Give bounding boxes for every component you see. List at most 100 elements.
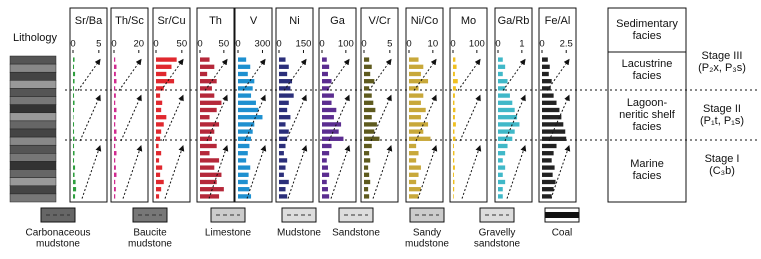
legend-label: Mudstone xyxy=(277,228,321,239)
bar xyxy=(279,179,289,185)
trend-arrow xyxy=(118,58,142,91)
bar xyxy=(364,115,372,120)
bar xyxy=(200,143,217,149)
bar xyxy=(200,71,208,77)
panel-title: Ga/Rb xyxy=(498,15,530,27)
bar xyxy=(156,100,163,105)
bar xyxy=(409,151,419,156)
trend-arrow xyxy=(459,94,481,142)
x-tick-label: 1 xyxy=(519,39,524,50)
bar xyxy=(73,100,75,105)
bar xyxy=(200,115,210,120)
bar xyxy=(409,64,424,69)
bar xyxy=(542,71,549,77)
trend-arrow xyxy=(77,58,101,91)
bar xyxy=(409,79,429,84)
trend-arrow xyxy=(246,145,267,199)
bar xyxy=(200,194,220,199)
bar xyxy=(238,187,250,192)
bar xyxy=(114,100,116,105)
bar xyxy=(156,64,172,69)
bar xyxy=(279,194,288,199)
lithology-layer xyxy=(9,88,57,97)
bar xyxy=(409,158,417,163)
bar xyxy=(279,158,288,163)
bar xyxy=(498,57,503,62)
bar xyxy=(114,151,117,156)
bar xyxy=(73,151,75,156)
bar xyxy=(279,151,284,156)
trend-arrow xyxy=(368,58,392,91)
label-line: facies xyxy=(633,170,662,182)
bar xyxy=(498,129,515,134)
bar xyxy=(322,122,342,127)
trend-arrow xyxy=(206,94,228,142)
bar xyxy=(322,86,330,91)
bar xyxy=(73,79,75,84)
bar xyxy=(279,100,289,105)
bar xyxy=(498,93,510,98)
panel-title: Sr/Cu xyxy=(157,15,185,27)
bar xyxy=(409,129,424,134)
panel-title: Ni xyxy=(289,15,299,27)
trend-arrow xyxy=(285,94,307,142)
bar xyxy=(238,179,248,185)
bar xyxy=(453,129,455,134)
trend-arrow xyxy=(283,58,307,91)
bar xyxy=(542,122,564,127)
trend-arrow xyxy=(548,94,570,142)
bar xyxy=(364,158,371,163)
bar xyxy=(279,79,293,84)
bar xyxy=(114,64,117,69)
bar xyxy=(409,100,421,105)
bar xyxy=(322,129,339,134)
lithology-layer xyxy=(9,96,57,105)
bar xyxy=(114,179,116,185)
bar xyxy=(114,86,116,91)
bar xyxy=(238,158,247,163)
bar xyxy=(156,151,162,156)
panel-frame xyxy=(318,7,357,203)
bar xyxy=(453,86,456,91)
bar xyxy=(238,165,251,170)
legend-label: sandstone xyxy=(474,239,521,250)
bar xyxy=(238,122,255,127)
bar xyxy=(238,86,253,91)
x-tick-label: 0 xyxy=(70,39,75,50)
bar xyxy=(453,172,454,177)
x-tick-label: 0 xyxy=(319,39,324,50)
trend-arrow xyxy=(164,145,185,199)
bar xyxy=(542,107,560,113)
x-tick-label: 10 xyxy=(428,39,439,50)
label-line: facies xyxy=(633,70,662,82)
panel-frame xyxy=(405,7,444,203)
bar xyxy=(73,158,75,163)
bar xyxy=(73,194,76,199)
trend-arrow xyxy=(461,145,482,199)
bar xyxy=(73,165,76,170)
bar xyxy=(73,115,74,120)
bar xyxy=(498,100,513,105)
bar xyxy=(156,122,164,127)
bar xyxy=(200,165,215,170)
bar xyxy=(73,179,76,185)
bar xyxy=(156,86,164,91)
trend-arrow xyxy=(287,145,308,199)
bar xyxy=(238,115,263,120)
trend-arrow xyxy=(330,145,351,199)
legend-swatch xyxy=(40,207,76,223)
bar xyxy=(322,158,327,163)
bar xyxy=(409,71,421,77)
bar xyxy=(114,187,116,192)
bar xyxy=(453,71,455,77)
lithology-layer xyxy=(9,55,57,65)
bar xyxy=(364,187,369,192)
trend-arrow xyxy=(370,94,392,142)
bar xyxy=(200,151,210,156)
trend-arrow xyxy=(506,145,527,199)
bar xyxy=(542,172,553,177)
legend-swatch xyxy=(132,207,168,223)
legend-label: Coal xyxy=(552,228,573,239)
bar xyxy=(156,115,167,120)
lithology-layer xyxy=(9,120,57,130)
